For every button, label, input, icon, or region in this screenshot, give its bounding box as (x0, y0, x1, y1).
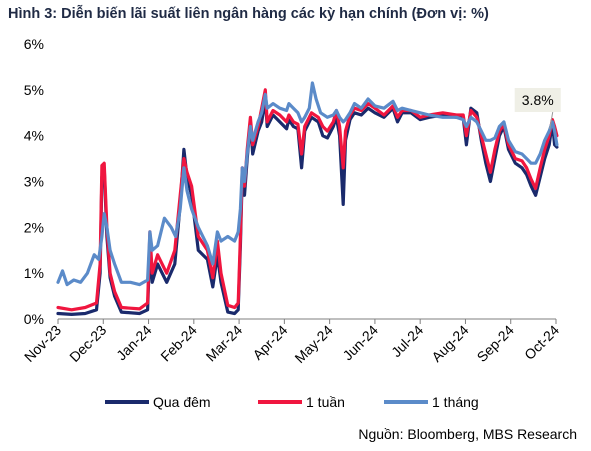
x-tick-label: Mar-24 (203, 322, 246, 365)
source-note: Nguồn: Bloomberg, MBS Research (358, 426, 577, 442)
y-tick-label: 3% (24, 174, 44, 190)
x-tick-label: Sep-24 (474, 322, 517, 365)
y-tick-label: 2% (24, 219, 44, 235)
series-line-1 (56, 97, 559, 316)
annotation-layer: 3.8% (514, 88, 561, 130)
legend-label-1: Qua đêm (153, 394, 211, 410)
y-tick-label: 1% (24, 265, 44, 281)
x-tick-label: Dec-23 (66, 322, 109, 365)
y-tick-label: 4% (24, 128, 44, 144)
x-tick-label: Apr-24 (249, 322, 290, 363)
callout-leader (549, 111, 554, 130)
legend-label-3: 1 tháng (432, 394, 479, 410)
legend-label-2: 1 tuần (306, 394, 345, 410)
callout-box (514, 88, 561, 112)
chart-title: Hình 3: Diễn biến lãi suất liên ngân hàn… (8, 6, 489, 22)
series-line-2 (56, 88, 559, 312)
x-tick-label: Feb-24 (157, 322, 200, 365)
y-tick-label: 0% (24, 311, 44, 327)
callout-label: 3.8% (522, 92, 554, 108)
x-tick-label: Jun-24 (339, 322, 381, 364)
y-tick-label: 6% (24, 36, 44, 52)
x-tick-label: Jan-24 (113, 322, 155, 364)
y-tick-label: 5% (24, 82, 44, 98)
x-tick-label: Jul-24 (388, 322, 426, 360)
x-tick-label: May-24 (291, 322, 335, 366)
x-tick-label: Nov-23 (21, 322, 64, 365)
series-layer (56, 81, 559, 316)
x-tick-label: Oct-24 (521, 322, 562, 363)
legend: Qua đêm 1 tuần 1 tháng (105, 394, 479, 410)
series-line-3 (56, 81, 559, 287)
x-tick-label: Aug-24 (428, 322, 471, 365)
